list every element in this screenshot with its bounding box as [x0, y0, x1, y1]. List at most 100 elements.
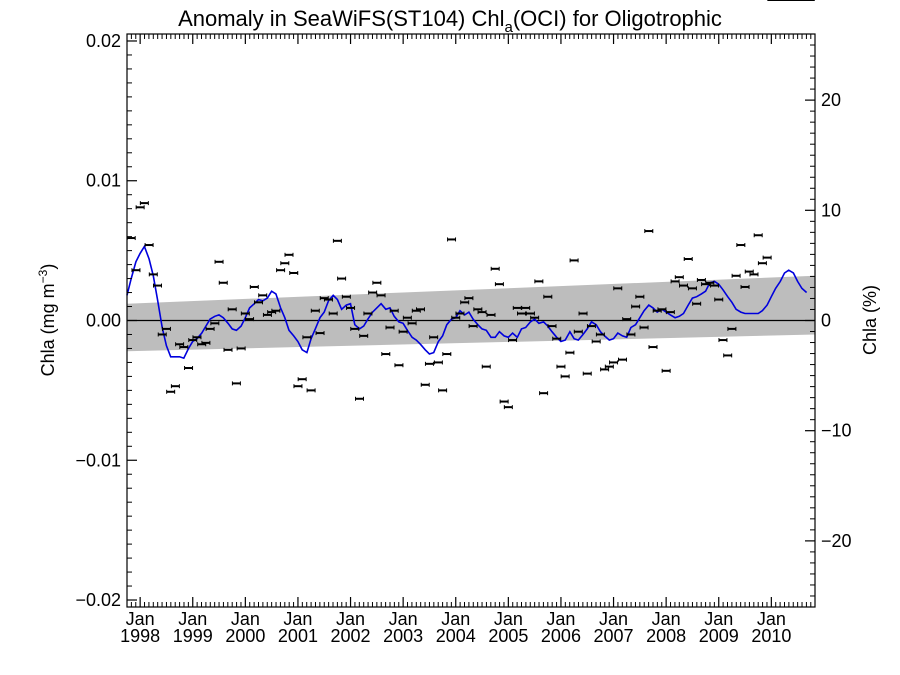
- data-point: [762, 255, 772, 260]
- data-point: [613, 286, 623, 291]
- data-point: [661, 368, 671, 373]
- data-point: [433, 360, 443, 365]
- data-point: [560, 374, 570, 379]
- data-point: [692, 301, 702, 306]
- data-point: [170, 384, 180, 389]
- data-point: [223, 347, 233, 352]
- y-left-tick-label: 0.02: [86, 31, 121, 51]
- data-point: [402, 315, 412, 320]
- data-point: [341, 294, 351, 299]
- chart-title-tail: (OCI) for Oligotrophic: [513, 6, 722, 31]
- chart-title-main: Anomaly in SeaWiFS(ST104) Chl: [178, 6, 504, 31]
- y-axis-left-title-sup: −3: [36, 269, 50, 283]
- data-point: [385, 325, 395, 330]
- data-point: [464, 296, 474, 301]
- x-tick-year-label: 2005: [488, 626, 528, 646]
- data-point: [600, 367, 610, 372]
- data-point: [438, 388, 448, 393]
- data-point: [253, 300, 263, 305]
- x-tick-month-label: Jan: [599, 609, 628, 629]
- data-point: [276, 268, 286, 273]
- data-point: [179, 345, 189, 350]
- data-point: [407, 321, 417, 326]
- data-point: [539, 391, 549, 396]
- y-left-tick-label: −0.01: [75, 450, 121, 470]
- data-point: [350, 326, 360, 331]
- data-point: [398, 329, 408, 334]
- data-point: [556, 364, 566, 369]
- data-point: [565, 350, 575, 355]
- chart-title: Anomaly in SeaWiFS(ST104) Chla(OCI) for …: [178, 6, 722, 36]
- data-point: [192, 335, 202, 340]
- data-point: [135, 205, 145, 210]
- data-point: [284, 252, 294, 257]
- data-point: [687, 286, 697, 291]
- data-point: [473, 307, 483, 312]
- data-point: [359, 333, 369, 338]
- data-point: [744, 269, 754, 274]
- monthly-anomaly-points: [126, 0, 815, 410]
- data-point: [227, 307, 237, 312]
- y-right-tick-label: 10: [821, 200, 841, 220]
- x-axis: Jan1998Jan1999Jan2000Jan2001Jan2002Jan20…: [120, 34, 812, 646]
- data-point: [516, 311, 526, 316]
- data-point: [416, 307, 426, 312]
- data-point: [740, 284, 750, 289]
- data-point: [753, 233, 763, 238]
- data-point: [249, 284, 259, 289]
- data-point: [271, 308, 281, 313]
- data-point: [323, 297, 333, 302]
- data-point: [188, 338, 198, 343]
- data-point: [310, 308, 320, 313]
- y-right-tick-label: −20: [821, 531, 852, 551]
- data-point: [289, 270, 299, 275]
- data-point: [644, 229, 654, 234]
- data-point: [757, 261, 767, 266]
- data-point: [499, 399, 509, 404]
- y-axis-right: −20 −10 0 10 20: [805, 44, 852, 597]
- x-tick-month-label: Jan: [389, 609, 418, 629]
- data-point: [683, 257, 693, 262]
- data-point: [161, 326, 171, 331]
- data-point: [749, 272, 759, 277]
- x-tick-month-label: Jan: [441, 609, 470, 629]
- data-point: [363, 311, 373, 316]
- data-point: [429, 335, 439, 340]
- x-tick-month-label: Jan: [757, 609, 786, 629]
- x-tick-month-label: Jan: [336, 609, 365, 629]
- data-point: [280, 261, 290, 266]
- y-left-tick-label: 0.00: [86, 311, 121, 331]
- data-point: [508, 338, 518, 343]
- data-point: [420, 382, 430, 387]
- data-point: [328, 311, 338, 316]
- data-point: [240, 311, 250, 316]
- data-point: [534, 279, 544, 284]
- data-point: [639, 325, 649, 330]
- y-axis-left-title-tail: ): [38, 264, 58, 270]
- data-point: [455, 311, 465, 316]
- data-point: [424, 361, 434, 366]
- x-tick-year-label: 2001: [278, 626, 318, 646]
- data-point: [631, 304, 641, 309]
- data-point: [573, 329, 583, 334]
- data-point: [332, 238, 342, 243]
- data-point: [586, 324, 596, 329]
- y-right-tick-label: 20: [821, 90, 841, 110]
- data-point: [214, 259, 224, 264]
- data-point: [201, 340, 211, 345]
- x-tick-month-label: Jan: [231, 609, 260, 629]
- data-point: [451, 315, 461, 320]
- data-point: [710, 283, 720, 288]
- x-tick-month-label: Jan: [652, 609, 681, 629]
- data-point: [481, 364, 491, 369]
- data-point: [503, 405, 513, 410]
- smoothed-line-series: [126, 244, 808, 360]
- x-tick-month-label: Jan: [126, 609, 155, 629]
- data-point: [442, 352, 452, 357]
- data-point: [477, 310, 487, 315]
- data-point: [262, 312, 272, 317]
- data-point: [674, 275, 684, 280]
- band-polygon: [127, 275, 815, 352]
- x-tick-year-label: 2009: [699, 626, 739, 646]
